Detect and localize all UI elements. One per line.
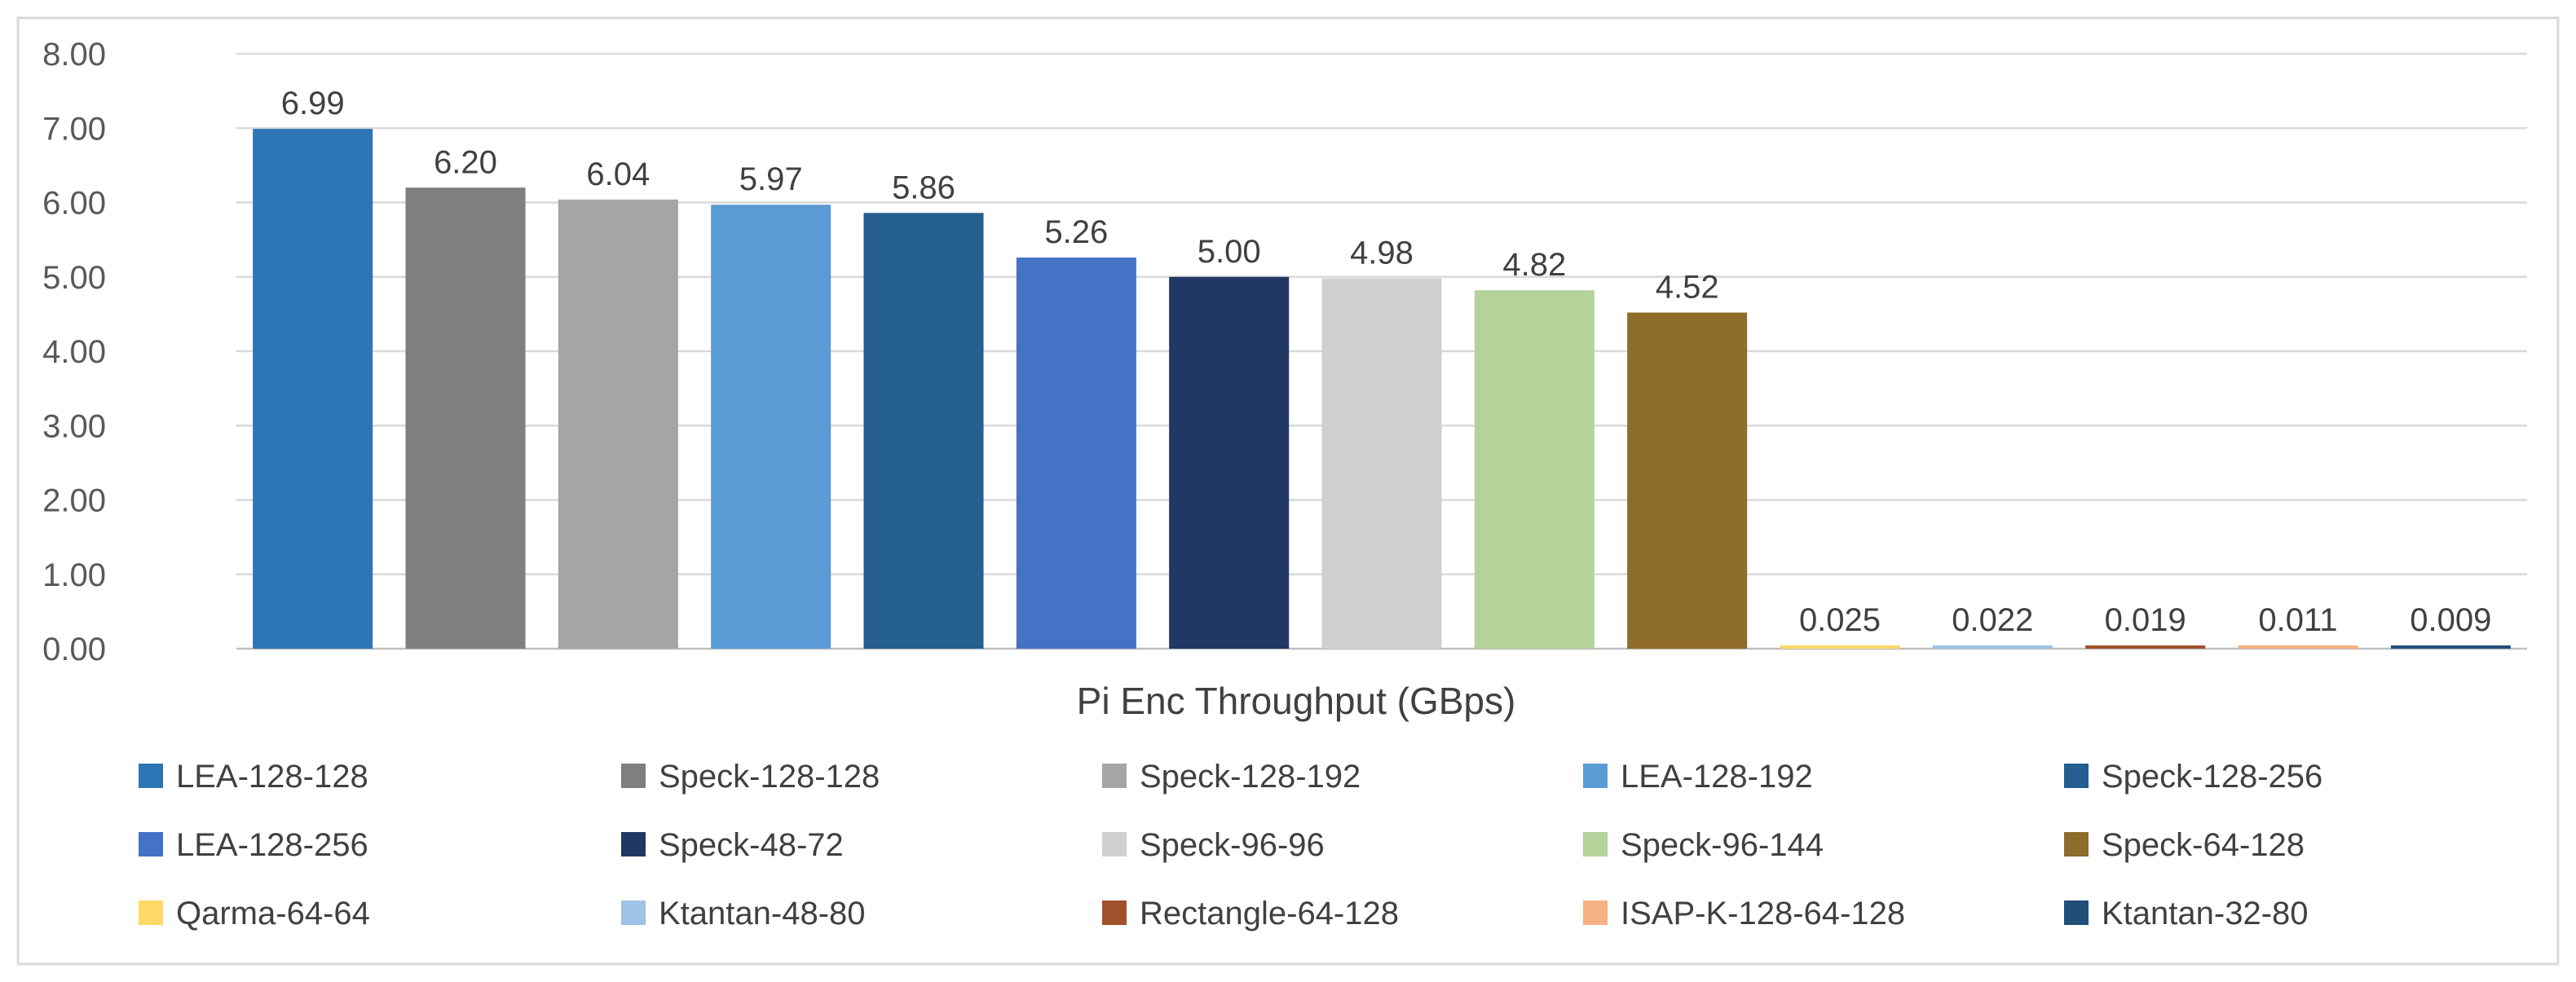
legend-label: Qarma-64-64	[176, 896, 370, 931]
legend-label: Speck-128-128	[659, 759, 880, 795]
y-tick-label: 3.00	[42, 408, 106, 444]
legend-swatch	[621, 832, 646, 856]
bar-speck-128-256	[863, 213, 984, 649]
data-labels: 6.99 6.20 6.04 5.97 5.86 5.26 5.00 4.98 4.82 4.52…	[281, 86, 2492, 638]
legend-label: Ktantan-32-80	[2102, 896, 2309, 931]
data-label-speck-48-72: 5.00	[1198, 234, 1261, 270]
legend-swatch	[2064, 764, 2089, 788]
data-label-isap-k-128-64-128: 0.011	[2258, 602, 2337, 638]
legend-label: Rectangle-64-128	[1140, 896, 1399, 931]
y-tick-label: 2.00	[42, 483, 106, 519]
y-tick-label: 6.00	[42, 186, 106, 222]
bar-isap-k-128-64-128	[2238, 645, 2358, 649]
data-label-qarma-64-64: 0.025	[1799, 602, 1881, 638]
legend-label: LEA-128-256	[176, 827, 368, 863]
legend-swatch	[621, 901, 646, 925]
data-label-speck-128-128: 6.20	[434, 144, 497, 180]
legend-swatch	[1102, 832, 1127, 856]
bar-speck-128-192	[558, 199, 678, 650]
y-tick-label: 1.00	[42, 557, 106, 593]
legend-label: Speck-48-72	[659, 827, 844, 863]
data-label-speck-64-128: 4.52	[1656, 270, 1719, 306]
legend-label: ISAP-K-128-64-128	[1621, 896, 1905, 931]
legend-label: Speck-128-192	[1140, 759, 1361, 795]
legend-swatch	[1583, 901, 1608, 925]
bar-lea-128-192	[711, 205, 831, 650]
y-tick-label: 7.00	[42, 111, 106, 147]
bar-speck-48-72	[1169, 276, 1290, 649]
bar-speck-96-96	[1321, 278, 1442, 649]
legend-swatch	[1583, 832, 1608, 856]
bar-ktantan-32-80	[2390, 645, 2511, 649]
data-label-speck-128-192: 6.04	[586, 156, 650, 192]
y-tick-label: 5.00	[42, 260, 106, 296]
legend-label: LEA-128-192	[1621, 759, 1813, 795]
y-tick-label: 0.00	[42, 632, 106, 667]
legend-label: LEA-128-128	[176, 759, 368, 795]
legend-label: Speck-64-128	[2102, 827, 2305, 863]
y-axis-ticks: 0.00 1.00 2.00 3.00 4.00 5.00 6.00 7.00 8.00	[42, 37, 106, 667]
bar-rectangle-64-128	[2085, 645, 2206, 649]
data-label-speck-96-144: 4.82	[1502, 247, 1566, 283]
legend: LEA-128-128 Speck-128-128 Speck-128-192 LEA…	[139, 759, 2322, 931]
data-label-ktantan-32-80: 0.009	[2410, 602, 2491, 638]
legend-swatch	[621, 764, 646, 788]
legend-swatch	[139, 764, 163, 788]
legend-swatch	[139, 901, 163, 925]
bar-lea-128-128	[253, 129, 373, 650]
y-tick-label: 4.00	[42, 334, 106, 370]
bar-speck-96-144	[1474, 290, 1595, 649]
bar-speck-128-128	[405, 187, 526, 649]
bars	[253, 129, 2511, 650]
data-label-speck-96-96: 4.98	[1350, 236, 1414, 271]
legend-label: Ktantan-48-80	[659, 896, 866, 931]
data-label-speck-128-256: 5.86	[892, 170, 955, 205]
data-label-rectangle-64-128: 0.019	[2105, 602, 2186, 638]
legend-swatch	[139, 832, 163, 856]
legend-swatch	[2064, 832, 2089, 856]
data-label-lea-128-192: 5.97	[739, 161, 803, 197]
legend-swatch	[1102, 764, 1127, 788]
legend-label: Speck-96-144	[1621, 827, 1824, 863]
bar-ktantan-48-80	[1932, 645, 2053, 649]
bar-lea-128-256	[1016, 258, 1136, 649]
legend-swatch	[1583, 764, 1608, 788]
legend-swatch	[2064, 901, 2089, 925]
bar-qarma-64-64	[1780, 645, 1900, 649]
data-label-ktantan-48-80: 0.022	[1952, 602, 2033, 638]
data-label-lea-128-256: 5.26	[1044, 214, 1108, 250]
y-tick-label: 8.00	[42, 37, 106, 73]
legend-label: Speck-96-96	[1140, 827, 1325, 863]
bar-speck-64-128	[1627, 312, 1748, 649]
data-label-lea-128-128: 6.99	[281, 86, 345, 121]
legend-swatch	[1102, 901, 1127, 925]
x-axis-title: Pi Enc Throughput (GBps)	[1077, 680, 1516, 722]
legend-label: Speck-128-256	[2102, 759, 2322, 795]
